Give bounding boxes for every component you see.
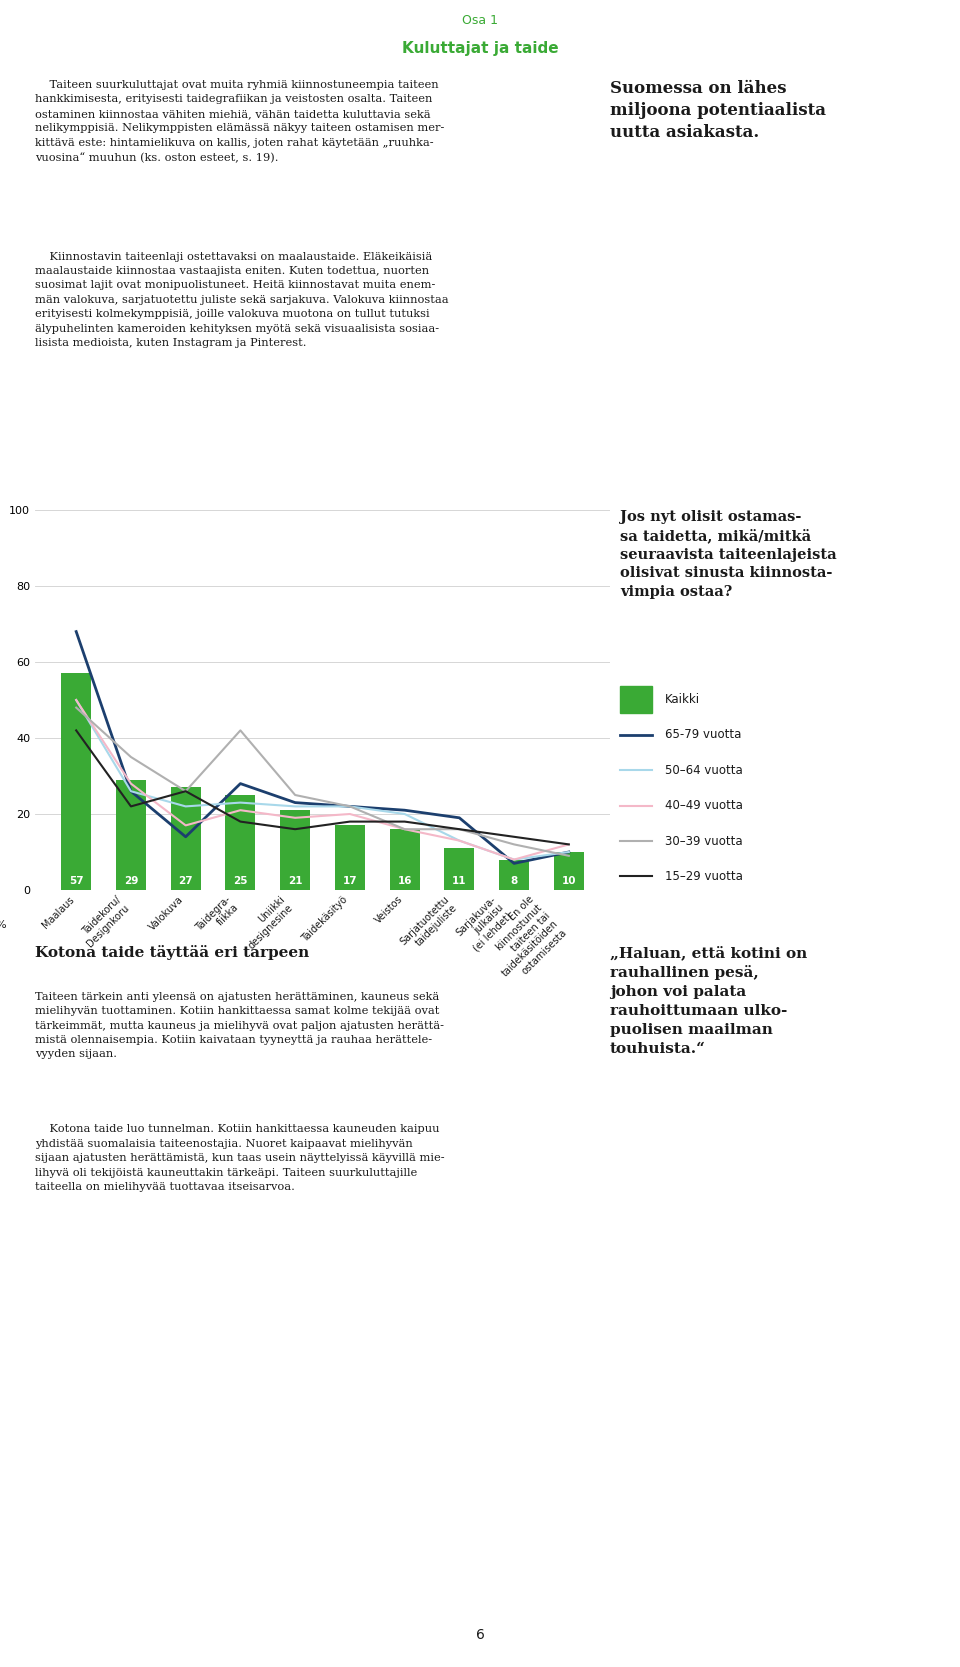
Text: Kiinnostavin taiteenlaji ostettavaksi on maalaustaide. Eläkeikäisiä
maalaustaide: Kiinnostavin taiteenlaji ostettavaksi on… <box>35 252 448 348</box>
Bar <box>171 787 201 890</box>
Text: 65-79 vuotta: 65-79 vuotta <box>665 728 741 742</box>
Bar <box>61 673 91 890</box>
Text: 10: 10 <box>562 877 576 887</box>
Text: 25: 25 <box>233 877 248 887</box>
Text: 40–49 vuotta: 40–49 vuotta <box>665 798 743 812</box>
Text: 15–29 vuotta: 15–29 vuotta <box>665 870 743 884</box>
Text: 30–39 vuotta: 30–39 vuotta <box>665 835 742 847</box>
Bar <box>226 795 255 890</box>
Text: Kotona taide täyttää eri tarpeen: Kotona taide täyttää eri tarpeen <box>35 945 309 960</box>
Text: 29: 29 <box>124 877 138 887</box>
Text: 57: 57 <box>69 877 84 887</box>
Text: Taiteen tärkein anti yleensä on ajatusten herättäminen, kauneus sekä
mielihyvän : Taiteen tärkein anti yleensä on ajatuste… <box>35 992 444 1060</box>
Text: Taiteen suurkuluttajat ovat muita ryhmiä kiinnostuneempia taiteen
hankkimisesta,: Taiteen suurkuluttajat ovat muita ryhmiä… <box>35 80 444 163</box>
Text: „Haluan, että kotini on
rauhallinen pesä,
johon voi palata
rauhoittumaan ulko-
p: „Haluan, että kotini on rauhallinen pesä… <box>610 945 807 1055</box>
Text: 8: 8 <box>511 877 517 887</box>
Text: Suomessa on lähes
miljoona potentiaalista
uutta asiakasta.: Suomessa on lähes miljoona potentiaalist… <box>610 80 826 142</box>
Text: %: % <box>0 920 6 930</box>
Text: Kaikki: Kaikki <box>665 693 700 707</box>
Bar <box>499 860 529 890</box>
Text: 21: 21 <box>288 877 302 887</box>
Text: Jos nyt olisit ostamas-
sa taidetta, mikä/mitkä
seuraavista taiteenlajeista
olis: Jos nyt olisit ostamas- sa taidetta, mik… <box>620 510 836 598</box>
Text: 11: 11 <box>452 877 467 887</box>
Text: 17: 17 <box>343 877 357 887</box>
Text: Kuluttajat ja taide: Kuluttajat ja taide <box>401 42 559 57</box>
Text: 6: 6 <box>475 1629 485 1642</box>
Bar <box>335 825 365 890</box>
Text: 16: 16 <box>397 877 412 887</box>
Bar <box>116 780 146 890</box>
Bar <box>444 849 474 890</box>
Bar <box>280 810 310 890</box>
Text: 27: 27 <box>179 877 193 887</box>
Text: Osa 1: Osa 1 <box>462 13 498 27</box>
Bar <box>390 828 420 890</box>
Bar <box>554 852 584 890</box>
Text: 50–64 vuotta: 50–64 vuotta <box>665 763 742 777</box>
Text: Kotona taide luo tunnelman. Kotiin hankittaessa kauneuden kaipuu
yhdistää suomal: Kotona taide luo tunnelman. Kotiin hanki… <box>35 1125 444 1192</box>
